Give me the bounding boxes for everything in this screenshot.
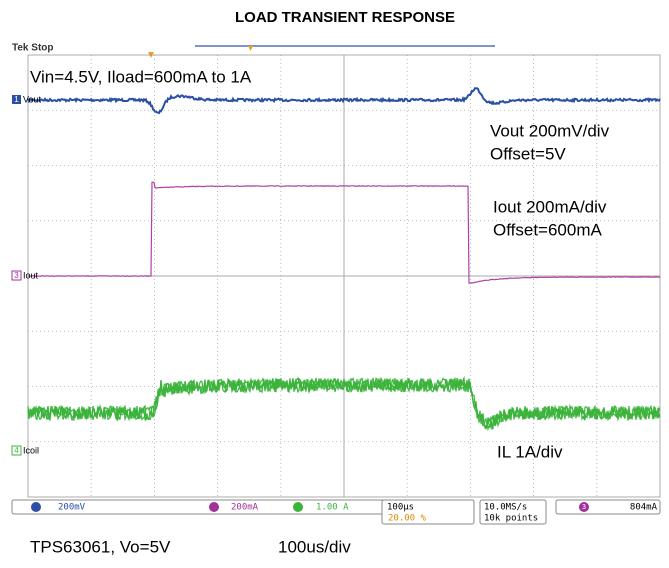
ch-scale: 1.00 A bbox=[316, 503, 349, 513]
annotation: Offset=600mA bbox=[493, 220, 602, 239]
ch-marker bbox=[11, 270, 22, 281]
scope-screen bbox=[10, 40, 660, 526]
ch-badge bbox=[209, 502, 219, 512]
ch-number: 4 bbox=[14, 446, 19, 455]
ch-scale: 200mA bbox=[231, 503, 259, 513]
annotation: Vin=4.5V, Iload=600mA to 1A bbox=[30, 67, 252, 86]
ch-badge bbox=[579, 502, 589, 512]
ch-badge bbox=[293, 502, 303, 512]
ch-marker bbox=[11, 445, 22, 456]
waveform bbox=[28, 181, 661, 284]
trigger-level: 804mA bbox=[630, 503, 658, 513]
annotation: Offset=5V bbox=[490, 144, 566, 163]
ch-label: Icoil bbox=[23, 445, 39, 455]
trigger-position: 20.00 % bbox=[388, 514, 427, 524]
ch-badge bbox=[31, 502, 41, 512]
sample-rate: 10.0MS/s bbox=[484, 503, 527, 513]
waveform bbox=[27, 375, 661, 427]
record-length: 10k points bbox=[484, 514, 538, 524]
title: LOAD TRANSIENT RESPONSE bbox=[235, 9, 455, 26]
ch-label: Vout bbox=[23, 94, 42, 104]
annotation: Iout 200mA/div bbox=[493, 197, 607, 216]
ch-number: 3 bbox=[14, 271, 19, 280]
status-bar: 200mV 200mA 1.00 A 100µs 20.00 % 10.0MS/… bbox=[11, 499, 661, 525]
ch-scale: 200mV bbox=[58, 503, 86, 513]
waveform bbox=[27, 87, 661, 115]
position-marker bbox=[248, 46, 253, 51]
timebase: 100µs bbox=[387, 503, 414, 513]
acq-box bbox=[479, 499, 547, 525]
caption: TPS63061, Vo=5V bbox=[30, 537, 171, 556]
annotation: Vout 200mV/div bbox=[490, 121, 610, 140]
ch-label: Iout bbox=[23, 270, 39, 280]
annotation: IL 1A/div bbox=[497, 442, 563, 461]
traces bbox=[27, 87, 661, 432]
ch-marker bbox=[12, 95, 21, 104]
ch-number: 1 bbox=[14, 95, 19, 104]
trigger-channel: 3 bbox=[582, 503, 586, 511]
status: Tek Stop bbox=[12, 43, 53, 54]
time-box bbox=[381, 499, 475, 525]
caption: 100us/div bbox=[278, 537, 351, 556]
